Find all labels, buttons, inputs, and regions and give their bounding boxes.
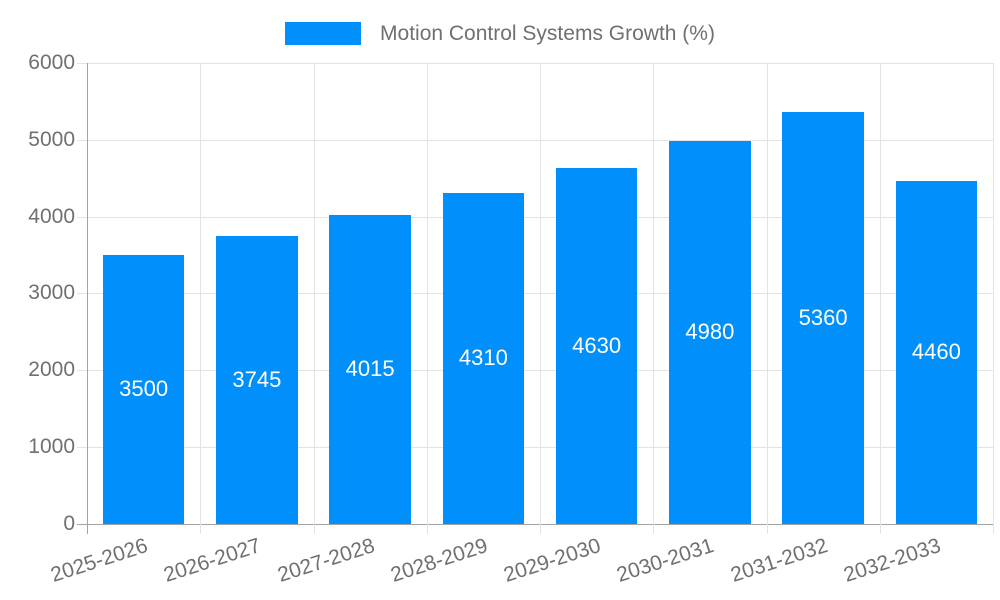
- x-tick-mark: [313, 523, 315, 534]
- legend-swatch: [285, 22, 362, 45]
- gridline-vertical: [653, 63, 655, 524]
- bar-2026-2027[interactable]: [216, 236, 298, 524]
- y-tick-mark: [77, 139, 87, 141]
- x-tick-mark: [879, 523, 881, 534]
- x-axis-tick-label: 2026-2027: [161, 534, 264, 587]
- y-axis-tick-label: 4000: [28, 204, 75, 228]
- y-axis-tick-label: 1000: [28, 434, 75, 458]
- x-axis-tick-label: 2027-2028: [274, 534, 378, 587]
- bar-value-label: 4460: [911, 339, 961, 365]
- x-axis-tick-label: 2032-2033: [840, 534, 944, 587]
- y-axis-line: [87, 63, 88, 534]
- x-tick-mark: [653, 523, 655, 534]
- x-axis-tick-label: 2030-2031: [614, 534, 717, 587]
- chart-legend[interactable]: Motion Control Systems Growth (%): [0, 22, 1000, 45]
- gridline-vertical: [879, 63, 881, 524]
- y-tick-mark: [77, 63, 87, 64]
- y-tick-mark: [77, 293, 87, 295]
- x-tick-mark: [993, 523, 994, 534]
- x-axis-tick-label: 2029-2030: [501, 534, 604, 587]
- gridline-vertical: [540, 63, 541, 524]
- bar-2027-2028[interactable]: [329, 215, 411, 524]
- bar-value-label: 3500: [119, 376, 169, 402]
- y-tick-mark: [77, 216, 87, 218]
- bar-value-label: 4015: [345, 356, 395, 382]
- legend-label: Motion Control Systems Growth (%): [380, 21, 715, 45]
- x-axis-tick-label: 2028-2029: [387, 534, 491, 587]
- bar-value-label: 3745: [232, 366, 282, 392]
- x-axis-baseline: [77, 523, 993, 525]
- gridline-vertical: [200, 63, 202, 524]
- x-tick-mark: [200, 523, 202, 534]
- gridline-vertical: [993, 63, 994, 524]
- y-axis-tick-label: 6000: [28, 51, 75, 74]
- x-tick-mark: [426, 523, 428, 534]
- bar-value-label: 4310: [458, 345, 508, 371]
- y-axis-tick-label: 3000: [28, 281, 75, 305]
- bar-2028-2029[interactable]: [442, 192, 525, 524]
- bar-value-label: 5360: [798, 304, 848, 330]
- bar-2031-2032[interactable]: [782, 112, 864, 524]
- gridline-vertical: [313, 63, 315, 524]
- y-axis-tick-label: 0: [63, 511, 75, 535]
- y-tick-mark: [77, 446, 87, 448]
- gridline-vertical: [766, 63, 768, 524]
- bar-2029-2030[interactable]: [555, 168, 638, 524]
- y-axis-tick-label: 5000: [28, 127, 75, 151]
- plot-area: 3500 3745 4015 4310 4630 4980 5360 4460: [77, 63, 994, 534]
- x-tick-mark: [766, 523, 768, 534]
- x-axis-tick-label: 2031-2032: [727, 534, 831, 587]
- bar-2030-2031[interactable]: [669, 141, 751, 524]
- bar-2025-2026[interactable]: [102, 254, 185, 524]
- bar-value-label: 4980: [685, 319, 735, 345]
- gridline-vertical: [426, 63, 428, 524]
- x-axis-tick-label: 2025-2026: [48, 534, 151, 587]
- y-tick-mark: [77, 370, 87, 371]
- bar-2032-2033[interactable]: [895, 181, 978, 524]
- bar-value-label: 4630: [572, 332, 622, 358]
- y-axis-tick-label: 2000: [28, 358, 75, 381]
- x-tick-mark: [540, 523, 541, 534]
